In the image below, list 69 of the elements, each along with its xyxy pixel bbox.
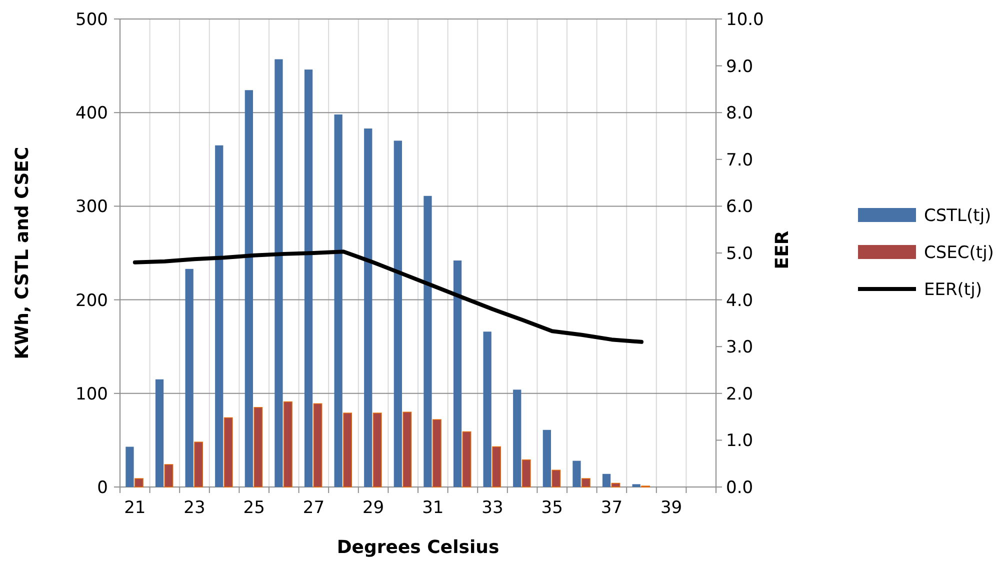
bar [483, 332, 492, 487]
x-tick-label: 33 [482, 498, 504, 518]
x-tick-label: 39 [660, 498, 682, 518]
bar [164, 464, 174, 488]
y-axis-title: KWh, CSTL and CSEC [12, 146, 33, 360]
x-tick-label: 31 [422, 498, 444, 518]
y2-tick-label: 5.0 [726, 244, 754, 264]
line-series [132, 250, 644, 344]
bar [284, 401, 292, 488]
y2-tick-label: 2.0 [726, 384, 754, 404]
bar [582, 478, 590, 488]
x-axis-title: Degrees Celsius [336, 537, 500, 558]
x-tick-label: 21 [124, 498, 146, 518]
bar [313, 403, 322, 488]
bar [453, 260, 462, 487]
bar [462, 431, 472, 488]
x-tick-label: 29 [362, 498, 384, 518]
x-tick-label: 23 [184, 498, 206, 518]
x-tick-label: 37 [600, 498, 623, 518]
y-tick-label: 200 [76, 290, 108, 311]
bar [402, 412, 412, 488]
y2-tick-label: 9.0 [726, 56, 754, 77]
bar [155, 379, 164, 487]
bar [432, 419, 442, 488]
bar [552, 470, 561, 488]
bar [394, 140, 402, 487]
y2-tick-label: 10.0 [726, 10, 764, 30]
bar [522, 459, 531, 488]
bar [254, 407, 263, 488]
y2-tick-label: 7.0 [726, 150, 754, 170]
bar [492, 446, 502, 488]
bar [513, 390, 522, 487]
bar [424, 196, 432, 487]
bar [224, 417, 233, 488]
bar [542, 430, 551, 487]
y2-tick-label: 3.0 [726, 338, 754, 358]
bar [372, 412, 382, 488]
bar [194, 442, 204, 488]
legend-label: EER(tj) [924, 280, 982, 300]
legend-label: CSTL(tj) [924, 206, 992, 226]
x-tick-label: 25 [243, 498, 265, 518]
bar [343, 412, 352, 488]
bar [632, 484, 640, 487]
bar [274, 59, 283, 487]
bar [602, 474, 611, 487]
bar [364, 128, 372, 487]
y2-tick-label: 8.0 [726, 104, 754, 124]
bar [244, 90, 253, 487]
y-tick-label: 500 [76, 10, 108, 30]
bar [134, 478, 144, 488]
bar [126, 446, 134, 487]
y2-axis-title: EER [772, 230, 793, 270]
y-tick-label: 300 [76, 197, 108, 218]
x-tick-label: 27 [302, 498, 325, 518]
y-tick-label: 0 [97, 478, 108, 498]
y2-tick-label: 1.0 [726, 431, 754, 452]
bar [611, 482, 620, 488]
y2-tick-label: 0.0 [726, 478, 754, 498]
bar [185, 268, 194, 487]
bar [304, 70, 313, 487]
y2-tick-label: 6.0 [726, 197, 754, 218]
bar [215, 145, 224, 487]
legend-label: CSEC(tj) [924, 242, 994, 263]
x-tick-label: 35 [541, 498, 563, 518]
bar [334, 114, 342, 487]
y-tick-label: 100 [76, 384, 108, 404]
bar [572, 460, 581, 487]
y-tick-label: 400 [76, 104, 108, 124]
y2-tick-label: 4.0 [726, 290, 754, 311]
